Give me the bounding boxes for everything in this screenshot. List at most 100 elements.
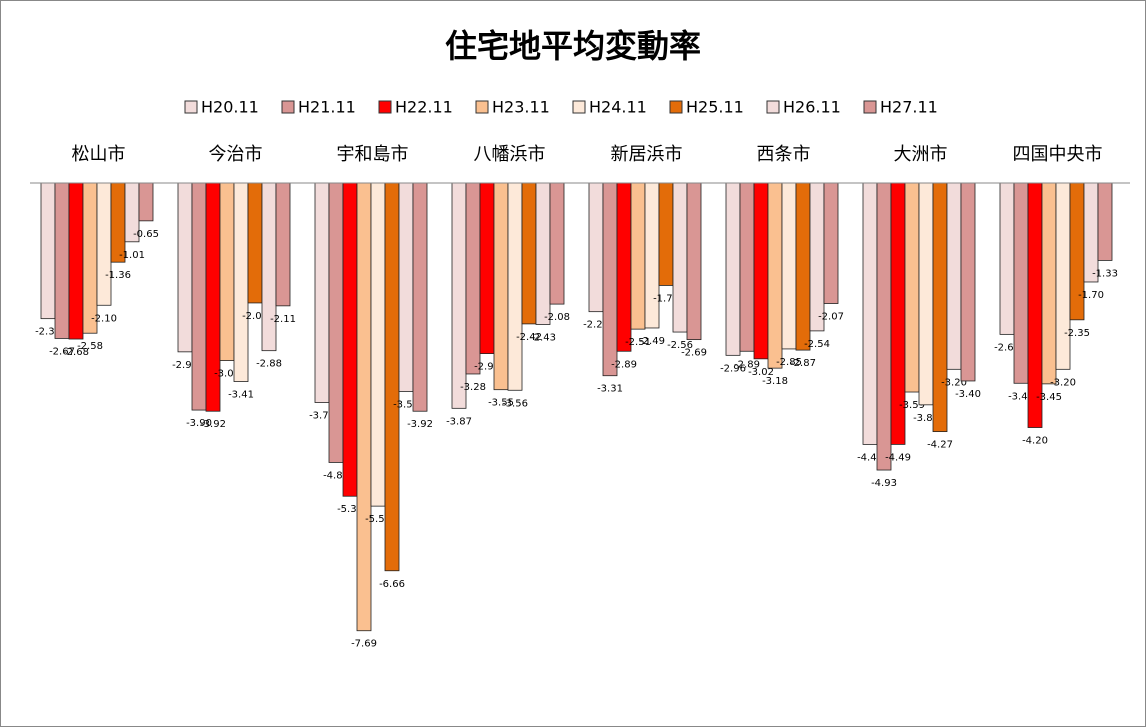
value-label: -2.87 <box>790 358 816 369</box>
bar <box>68 182 84 340</box>
bar <box>767 182 783 369</box>
value-label: -3.20 <box>941 377 967 388</box>
bar <box>946 182 962 370</box>
bar <box>507 182 523 391</box>
bar <box>54 182 70 339</box>
bar <box>602 182 618 377</box>
value-label: -1.33 <box>1092 268 1118 279</box>
legend-label: H23.11 <box>492 98 550 117</box>
value-label: -3.87 <box>446 416 472 427</box>
bar <box>1097 182 1113 261</box>
bar <box>1041 182 1057 385</box>
bar <box>96 182 112 306</box>
value-label: -2.60 <box>994 342 1020 353</box>
bar <box>328 182 344 463</box>
value-label: -0.65 <box>133 229 159 240</box>
bar <box>999 182 1015 335</box>
value-label: -3.40 <box>955 389 981 400</box>
value-label: -2.35 <box>1064 328 1090 339</box>
legend-swatch <box>572 100 586 114</box>
bar <box>823 182 839 304</box>
bar <box>960 182 976 382</box>
value-label: -2.49 <box>639 336 665 347</box>
value-label: -2.93 <box>474 362 500 373</box>
bar <box>1055 182 1071 370</box>
value-label: -3.45 <box>1036 392 1062 403</box>
bar <box>1027 182 1043 428</box>
category-label: 宇和島市 <box>337 144 409 165</box>
legend-swatch <box>475 100 489 114</box>
bar <box>314 182 330 403</box>
value-label: -4.20 <box>1022 436 1048 447</box>
bar <box>876 182 892 471</box>
value-label: -3.90 <box>186 418 212 429</box>
bar <box>493 182 509 391</box>
chart-title: 住宅地平均変動率 <box>445 27 701 65</box>
bar <box>809 182 825 332</box>
bar <box>904 182 920 393</box>
value-label: -1.01 <box>119 250 145 261</box>
value-label: -3.92 <box>200 419 226 430</box>
value-label: -3.31 <box>597 384 623 395</box>
value-label: -3.58 <box>393 399 419 410</box>
value-label: -2.88 <box>256 359 282 370</box>
bar <box>40 182 56 320</box>
legend-swatch <box>378 100 392 114</box>
bar <box>191 182 207 411</box>
value-label: -2.11 <box>270 314 296 325</box>
bar <box>412 182 428 412</box>
bar <box>219 182 235 361</box>
value-label: -7.69 <box>351 639 377 650</box>
bar <box>398 182 414 392</box>
value-label: -3.44 <box>1008 391 1034 402</box>
value-label: -3.77 <box>309 410 335 421</box>
bar <box>672 182 688 333</box>
bar <box>247 182 263 304</box>
bar <box>588 182 604 313</box>
value-label: -5.38 <box>337 504 363 515</box>
bar <box>342 182 358 497</box>
value-label: -1.76 <box>653 293 679 304</box>
value-label: -3.59 <box>899 400 925 411</box>
value-label: -2.89 <box>611 359 637 370</box>
legend-swatch <box>184 100 198 114</box>
bar <box>725 182 741 356</box>
value-label: -3.18 <box>762 376 788 387</box>
bar <box>356 182 372 632</box>
bar <box>918 182 934 406</box>
value-label: -1.70 <box>1078 290 1104 301</box>
value-label: -2.33 <box>35 327 61 338</box>
value-label: -2.51 <box>625 337 651 348</box>
legend-swatch <box>281 100 295 114</box>
bar <box>862 182 878 445</box>
value-label: -2.58 <box>77 341 103 352</box>
bar <box>781 182 797 350</box>
value-label: -2.67 <box>49 346 75 357</box>
legend-label: H21.11 <box>298 98 356 117</box>
value-label: -3.02 <box>748 367 774 378</box>
value-label: -5.55 <box>365 514 391 525</box>
bar <box>233 182 249 382</box>
value-label: -4.93 <box>871 478 897 489</box>
legend-swatch <box>669 100 683 114</box>
value-label: -2.06 <box>242 311 268 322</box>
value-label: -3.56 <box>502 398 528 409</box>
bar <box>177 182 193 353</box>
bar <box>795 182 811 351</box>
category-label: 今治市 <box>209 144 263 165</box>
value-label: -2.85 <box>776 357 802 368</box>
bar <box>479 182 495 354</box>
bar <box>370 182 386 507</box>
bar <box>521 182 537 325</box>
bar <box>275 182 291 307</box>
legend-swatch <box>766 100 780 114</box>
value-label: -4.27 <box>927 440 953 451</box>
category-label: 松山市 <box>72 144 126 165</box>
value-label: -4.49 <box>885 452 911 463</box>
bar <box>465 182 481 375</box>
bar <box>753 182 769 360</box>
bar <box>451 182 467 409</box>
value-label: -2.69 <box>681 348 707 359</box>
legend-label: H25.11 <box>686 98 744 117</box>
